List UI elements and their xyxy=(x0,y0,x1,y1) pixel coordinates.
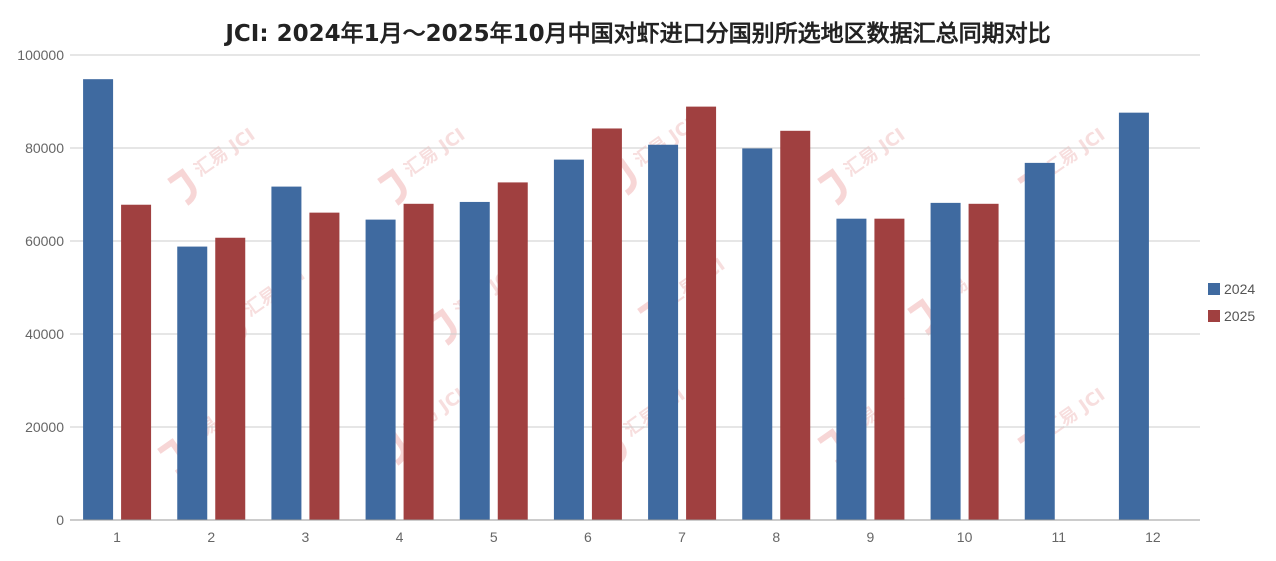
bar-2024-3 xyxy=(271,186,302,520)
x-tick-label: 1 xyxy=(113,529,121,545)
x-tick-label: 8 xyxy=(772,529,780,545)
bar-2024-10 xyxy=(930,202,961,520)
bar-2024-9 xyxy=(836,218,867,520)
bars xyxy=(83,79,1149,521)
watermark-logo-mark xyxy=(377,168,407,206)
legend-swatch-2025 xyxy=(1208,310,1220,322)
x-tick-label: 2 xyxy=(207,529,215,545)
y-tick-label: 100000 xyxy=(17,47,64,63)
y-tick-label: 60000 xyxy=(25,233,64,249)
legend-label-2024: 2024 xyxy=(1224,281,1255,297)
y-tick-label: 0 xyxy=(56,512,64,528)
legend-label-2025: 2025 xyxy=(1224,308,1255,324)
y-axis: 0 20000 40000 60000 80000 100000 xyxy=(17,47,64,528)
y-tick-label: 40000 xyxy=(25,326,64,342)
watermark-logo-mark xyxy=(607,158,637,196)
watermark-logo: 汇易 JCI xyxy=(377,124,469,206)
chart-title: JCI: 2024年1月～2025年10月中国对虾进口分国别所选地区数据汇总同期… xyxy=(225,21,1051,47)
bar-2025-1 xyxy=(121,204,152,521)
bar-2025-9 xyxy=(874,218,905,520)
bar-2025-2 xyxy=(215,237,246,520)
x-tick-label: 5 xyxy=(490,529,498,545)
legend: 2024 2025 xyxy=(1208,281,1255,324)
x-tick-label: 11 xyxy=(1051,529,1066,545)
watermark-text: 汇易 JCI xyxy=(401,124,469,181)
x-tick-label: 12 xyxy=(1145,529,1161,545)
watermark-logo: 汇易 JCI xyxy=(817,124,909,206)
watermark-text: 汇易 JCI xyxy=(841,124,909,181)
bar-2024-2 xyxy=(177,246,208,520)
y-tick-label: 20000 xyxy=(25,419,64,435)
watermark-logo-mark xyxy=(427,308,457,346)
bar-2024-5 xyxy=(459,201,490,520)
bar-2025-8 xyxy=(780,130,811,521)
x-tick-label: 4 xyxy=(396,529,404,545)
bar-2025-4 xyxy=(403,203,434,521)
bar-2024-8 xyxy=(742,148,773,520)
watermark-logo-mark xyxy=(167,168,197,206)
x-tick-label: 10 xyxy=(957,529,973,545)
bar-2024-1 xyxy=(83,79,114,521)
bar-2025-5 xyxy=(497,182,528,520)
watermark-text: 汇易 JCI xyxy=(191,124,259,181)
watermark-logo: 汇易 JCI xyxy=(167,124,259,206)
bar-2025-3 xyxy=(309,212,340,520)
bar-2024-12 xyxy=(1118,112,1149,520)
y-tick-label: 80000 xyxy=(25,140,64,156)
watermark-logo-mark xyxy=(817,168,847,206)
x-tick-label: 7 xyxy=(678,529,686,545)
x-axis: 1 2 3 4 5 6 7 8 9 10 11 12 xyxy=(70,519,1200,545)
bar-2024-6 xyxy=(553,159,584,520)
bar-2024-7 xyxy=(648,144,679,520)
legend-swatch-2024 xyxy=(1208,283,1220,295)
bar-2025-7 xyxy=(686,106,717,521)
bar-2025-10 xyxy=(968,203,999,521)
x-tick-label: 6 xyxy=(584,529,592,545)
bar-2024-11 xyxy=(1024,162,1055,520)
x-tick-label: 9 xyxy=(867,529,875,545)
bar-2024-4 xyxy=(365,219,396,521)
x-tick-label: 3 xyxy=(302,529,310,545)
bar-2025-6 xyxy=(591,128,622,520)
